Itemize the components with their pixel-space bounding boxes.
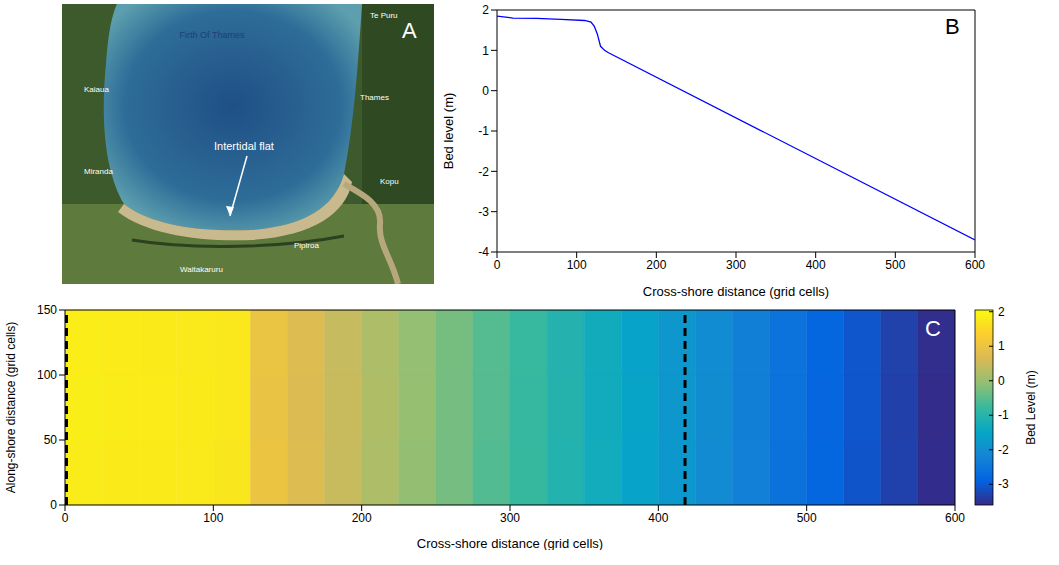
svg-text:Kaiaua: Kaiaua	[84, 85, 109, 94]
svg-text:Te Puru: Te Puru	[370, 11, 398, 20]
svg-text:Bed Level (m): Bed Level (m)	[1024, 370, 1038, 445]
svg-text:-3: -3	[998, 477, 1009, 491]
svg-text:-4: -4	[478, 245, 489, 259]
svg-text:Miranda: Miranda	[84, 167, 113, 176]
svg-text:1: 1	[998, 339, 1005, 353]
svg-text:-2: -2	[478, 165, 489, 179]
svg-text:50: 50	[44, 433, 58, 447]
svg-text:Cross-shore distance (grid cel: Cross-shore distance (grid cells)	[643, 284, 829, 299]
svg-text:Cross-shore distance (grid cel: Cross-shore distance (grid cells)	[417, 536, 603, 550]
svg-text:Kopu: Kopu	[380, 177, 399, 186]
svg-text:0: 0	[50, 498, 57, 512]
svg-text:400: 400	[806, 258, 826, 272]
svg-text:Pipiroa: Pipiroa	[294, 241, 319, 250]
svg-text:600: 600	[945, 511, 965, 525]
svg-text:400: 400	[648, 511, 668, 525]
svg-text:0: 0	[62, 511, 69, 525]
svg-text:2: 2	[482, 3, 489, 17]
svg-text:600: 600	[965, 258, 985, 272]
svg-text:300: 300	[726, 258, 746, 272]
svg-text:A: A	[402, 18, 417, 43]
html-text:B: B	[945, 14, 960, 39]
svg-text:100: 100	[37, 368, 57, 382]
svg-text:-3: -3	[478, 205, 489, 219]
svg-text:Bed level (m): Bed level (m)	[441, 93, 456, 170]
svg-text:500: 500	[885, 258, 905, 272]
svg-text:150: 150	[37, 303, 57, 317]
svg-text:-2: -2	[998, 443, 1009, 457]
svg-text:-1: -1	[478, 124, 489, 138]
svg-text:Waitakaruru: Waitakaruru	[180, 265, 223, 274]
svg-text:100: 100	[567, 258, 587, 272]
svg-text:Thames: Thames	[360, 93, 389, 102]
svg-text:0: 0	[494, 258, 501, 272]
svg-text:300: 300	[500, 511, 520, 525]
svg-text:-1: -1	[998, 408, 1009, 422]
svg-text:0: 0	[482, 84, 489, 98]
svg-text:Firth Of Thames: Firth Of Thames	[180, 30, 245, 40]
svg-text:1: 1	[482, 44, 489, 58]
html-text:C: C	[925, 316, 941, 341]
svg-text:Along-shore distance (grid cel: Along-shore distance (grid cells)	[4, 322, 18, 493]
svg-text:200: 200	[646, 258, 666, 272]
svg-text:500: 500	[797, 511, 817, 525]
svg-text:0: 0	[998, 374, 1005, 388]
svg-text:100: 100	[203, 511, 223, 525]
svg-text:2: 2	[998, 305, 1005, 319]
svg-text:Intertidal flat: Intertidal flat	[214, 140, 274, 152]
svg-text:200: 200	[352, 511, 372, 525]
